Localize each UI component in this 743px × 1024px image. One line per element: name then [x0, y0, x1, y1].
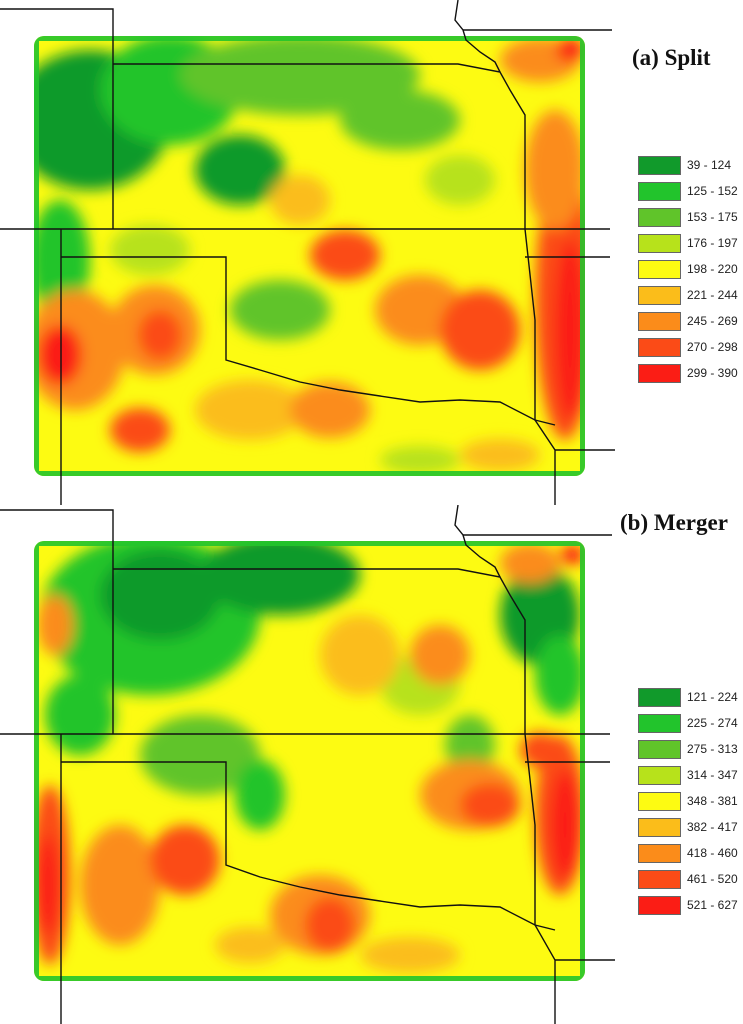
split-heatmap	[0, 0, 615, 505]
legend-label: 270 - 298	[687, 340, 738, 354]
legend-swatch	[638, 792, 681, 811]
legend-swatch	[638, 208, 681, 227]
legend-swatch	[638, 234, 681, 253]
panel-title: (a) Split	[632, 45, 711, 70]
legend-swatch	[638, 870, 681, 889]
legend-label: 39 - 124	[687, 158, 732, 172]
heat-field	[34, 541, 585, 973]
legend-swatch	[638, 312, 681, 331]
merger-heatmap	[0, 505, 615, 1024]
legend-label: 121 - 224	[687, 690, 738, 704]
legend-swatch	[638, 896, 681, 915]
legend-swatch	[638, 156, 681, 175]
panel-title: (b) Merger	[620, 510, 728, 535]
legend-label: 348 - 381	[687, 794, 738, 808]
legend-label: 176 - 197	[687, 236, 738, 250]
legend-label: 461 - 520	[687, 872, 738, 886]
legend-swatch	[638, 818, 681, 837]
legend-label: 382 - 417	[687, 820, 738, 834]
legend-label: 245 - 269	[687, 314, 738, 328]
legend-label: 275 - 313	[687, 742, 738, 756]
state-boundaries	[0, 0, 615, 505]
legend-swatch	[638, 740, 681, 759]
legend-swatch	[638, 714, 681, 733]
state-boundaries	[0, 505, 615, 1024]
legend-swatch	[638, 286, 681, 305]
legend-label: 418 - 460	[687, 846, 738, 860]
panel-merger: (b) Merger 121 - 224 225 - 274 275 - 313 31…	[0, 505, 743, 1024]
panel-split: (a) Split 39 - 124 125 - 152 153 - 175 176 …	[0, 0, 743, 505]
legend-swatch	[638, 688, 681, 707]
legend-swatch	[638, 260, 681, 279]
legend-label: 299 - 390	[687, 366, 738, 380]
legend-label: 125 - 152	[687, 184, 738, 198]
legend-label: 521 - 627	[687, 898, 738, 912]
legend-swatch	[638, 338, 681, 357]
legend-swatch	[638, 766, 681, 785]
legend-label: 198 - 220	[687, 262, 738, 276]
legend-swatch	[638, 844, 681, 863]
legend-swatch	[638, 364, 681, 383]
legend-swatch	[638, 182, 681, 201]
legend-label: 221 - 244	[687, 288, 738, 302]
legend-label: 153 - 175	[687, 210, 738, 224]
legend-label: 314 - 347	[687, 768, 738, 782]
legend-label: 225 - 274	[687, 716, 738, 730]
